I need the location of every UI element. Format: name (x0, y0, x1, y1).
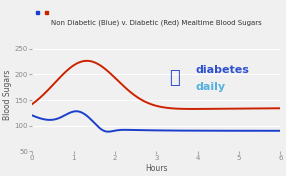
Y-axis label: Blood Sugars: Blood Sugars (3, 70, 13, 120)
Text: ⓓ: ⓓ (170, 69, 180, 87)
Text: diabetes: diabetes (196, 65, 250, 75)
Title: Non Diabetic (Blue) v. Diabetic (Red) Mealtime Blood Sugars: Non Diabetic (Blue) v. Diabetic (Red) Me… (51, 20, 262, 26)
Legend: , : , (35, 10, 53, 16)
Text: daily: daily (196, 82, 226, 92)
X-axis label: Hours: Hours (145, 164, 168, 172)
